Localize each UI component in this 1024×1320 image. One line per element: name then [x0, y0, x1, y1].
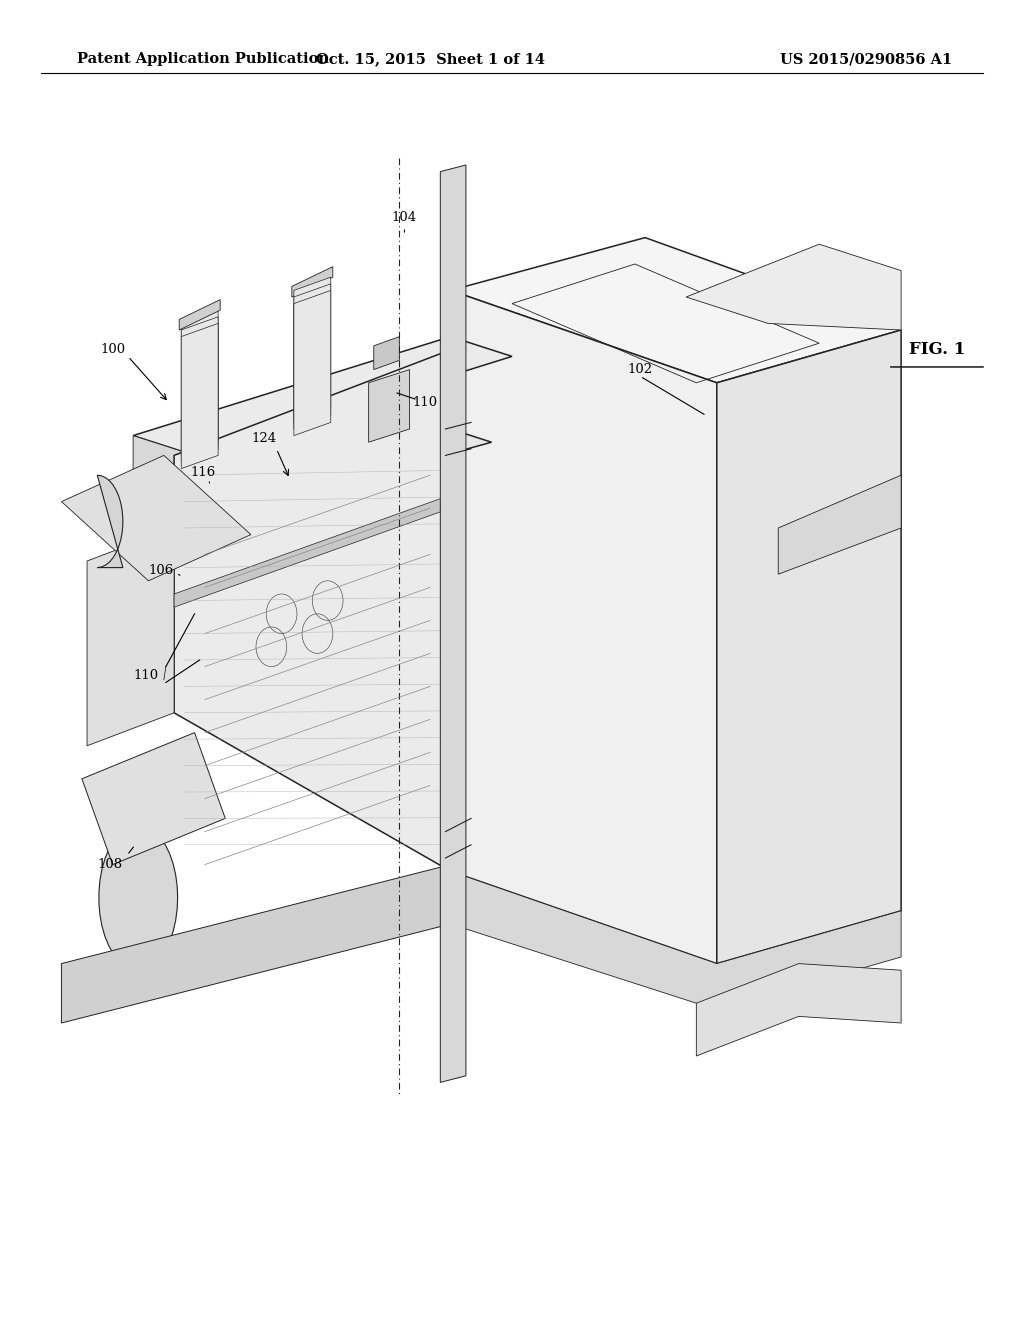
- Polygon shape: [61, 455, 251, 581]
- Polygon shape: [181, 310, 218, 455]
- Polygon shape: [451, 238, 901, 383]
- Polygon shape: [133, 436, 195, 700]
- Polygon shape: [99, 825, 178, 970]
- Polygon shape: [174, 350, 451, 871]
- Polygon shape: [369, 370, 410, 442]
- Polygon shape: [294, 290, 331, 436]
- Polygon shape: [374, 337, 399, 370]
- Text: 106: 106: [148, 564, 173, 577]
- Polygon shape: [133, 337, 512, 455]
- Polygon shape: [87, 528, 174, 746]
- Text: 124: 124: [252, 432, 276, 445]
- Polygon shape: [294, 277, 331, 422]
- Polygon shape: [778, 475, 901, 574]
- Polygon shape: [92, 429, 492, 541]
- Text: 108: 108: [97, 858, 122, 871]
- Text: 100: 100: [100, 343, 125, 356]
- Text: 110: 110: [413, 396, 437, 409]
- Text: 104: 104: [392, 211, 417, 224]
- Polygon shape: [294, 284, 331, 429]
- Polygon shape: [292, 267, 333, 297]
- Polygon shape: [451, 871, 901, 1010]
- Text: Oct. 15, 2015  Sheet 1 of 14: Oct. 15, 2015 Sheet 1 of 14: [315, 53, 545, 66]
- Polygon shape: [174, 495, 451, 607]
- Polygon shape: [451, 290, 717, 964]
- Text: Patent Application Publication: Patent Application Publication: [77, 53, 329, 66]
- Text: FIG. 1: FIG. 1: [909, 342, 965, 358]
- Polygon shape: [181, 317, 218, 462]
- Polygon shape: [97, 475, 123, 568]
- Polygon shape: [717, 330, 901, 964]
- Polygon shape: [61, 865, 451, 1023]
- Text: 102: 102: [628, 363, 652, 376]
- Polygon shape: [440, 165, 466, 1082]
- Polygon shape: [181, 323, 218, 469]
- Polygon shape: [82, 733, 225, 865]
- Text: 116: 116: [190, 466, 215, 479]
- Polygon shape: [686, 244, 901, 330]
- Text: 110: 110: [134, 669, 159, 682]
- Text: US 2015/0290856 A1: US 2015/0290856 A1: [780, 53, 952, 66]
- Polygon shape: [179, 300, 220, 330]
- Polygon shape: [696, 964, 901, 1056]
